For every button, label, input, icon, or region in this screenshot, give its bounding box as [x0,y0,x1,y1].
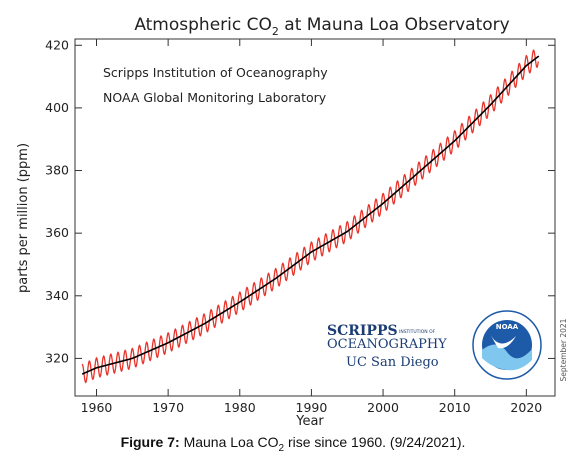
chart: Atmospheric CO2 at Mauna Loa Observatory… [16,15,568,429]
figure-caption: Figure 7: Mauna Loa CO2 rise since 1960.… [0,434,586,454]
y-tick-label: 340 [45,288,69,303]
y-axis-label: parts per million (ppm) [16,143,31,293]
scripps-logo: SCRIPPS INSTITUTION OF OCEANOGRAPHY UC S… [327,323,447,370]
noaa-logo: NOAA [472,310,542,380]
x-tick-label: 2010 [439,400,471,415]
caption-label: Figure 7: [120,434,180,450]
x-tick-label: 1970 [152,400,184,415]
plot-frame [74,38,556,397]
x-tick-label: 1990 [296,400,328,415]
caption-subscript: 2 [278,442,285,454]
x-axis-ticks: 1960 1970 1980 1990 2000 2010 2020 [81,39,542,415]
y-tick-label: 360 [45,225,69,240]
monthly-co2-series-line [81,49,539,384]
date-stamp: September 2021 [559,318,568,381]
y-tick-label: 320 [45,350,69,365]
y-tick-label: 420 [45,37,69,52]
series-layer [81,49,540,384]
x-tick-label: 1980 [224,400,256,415]
ucsd-logo-text: UC San Diego [346,355,439,370]
x-tick-label: 2020 [510,400,542,415]
y-tick-label: 380 [45,163,69,178]
x-tick-label: 1960 [81,400,113,415]
caption-text-end: rise since 1960. (9/24/2021). [284,434,466,450]
scripps-logo-text2: OCEANOGRAPHY [327,337,447,352]
y-axis-ticks: 320 340 360 380 400 420 [45,37,555,365]
trend-co2-series-line [81,55,540,375]
chart-title: Atmospheric CO2 at Mauna Loa Observatory [134,15,509,38]
y-tick-label: 400 [45,100,69,115]
annotation-noaa: NOAA Global Monitoring Laboratory [103,90,327,105]
noaa-logo-text: NOAA [496,323,519,331]
scripps-logo-text: SCRIPPS [327,323,398,339]
x-tick-label: 2000 [367,400,399,415]
annotation-scripps: Scripps Institution of Oceanography [103,65,328,80]
x-axis-label: Year [295,414,324,429]
scripps-logo-small: INSTITUTION OF [399,329,436,335]
caption-text: Mauna Loa CO [179,434,279,450]
